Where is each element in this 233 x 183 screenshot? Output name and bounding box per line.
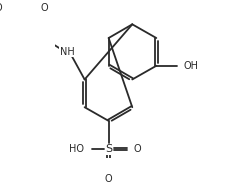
Text: O: O bbox=[0, 3, 3, 13]
Text: O: O bbox=[134, 144, 141, 154]
Text: OH: OH bbox=[184, 61, 199, 71]
Text: O: O bbox=[105, 174, 113, 183]
Text: HO: HO bbox=[69, 144, 84, 154]
Text: NH: NH bbox=[60, 47, 75, 57]
Text: S: S bbox=[105, 144, 112, 154]
Text: O: O bbox=[41, 3, 48, 13]
